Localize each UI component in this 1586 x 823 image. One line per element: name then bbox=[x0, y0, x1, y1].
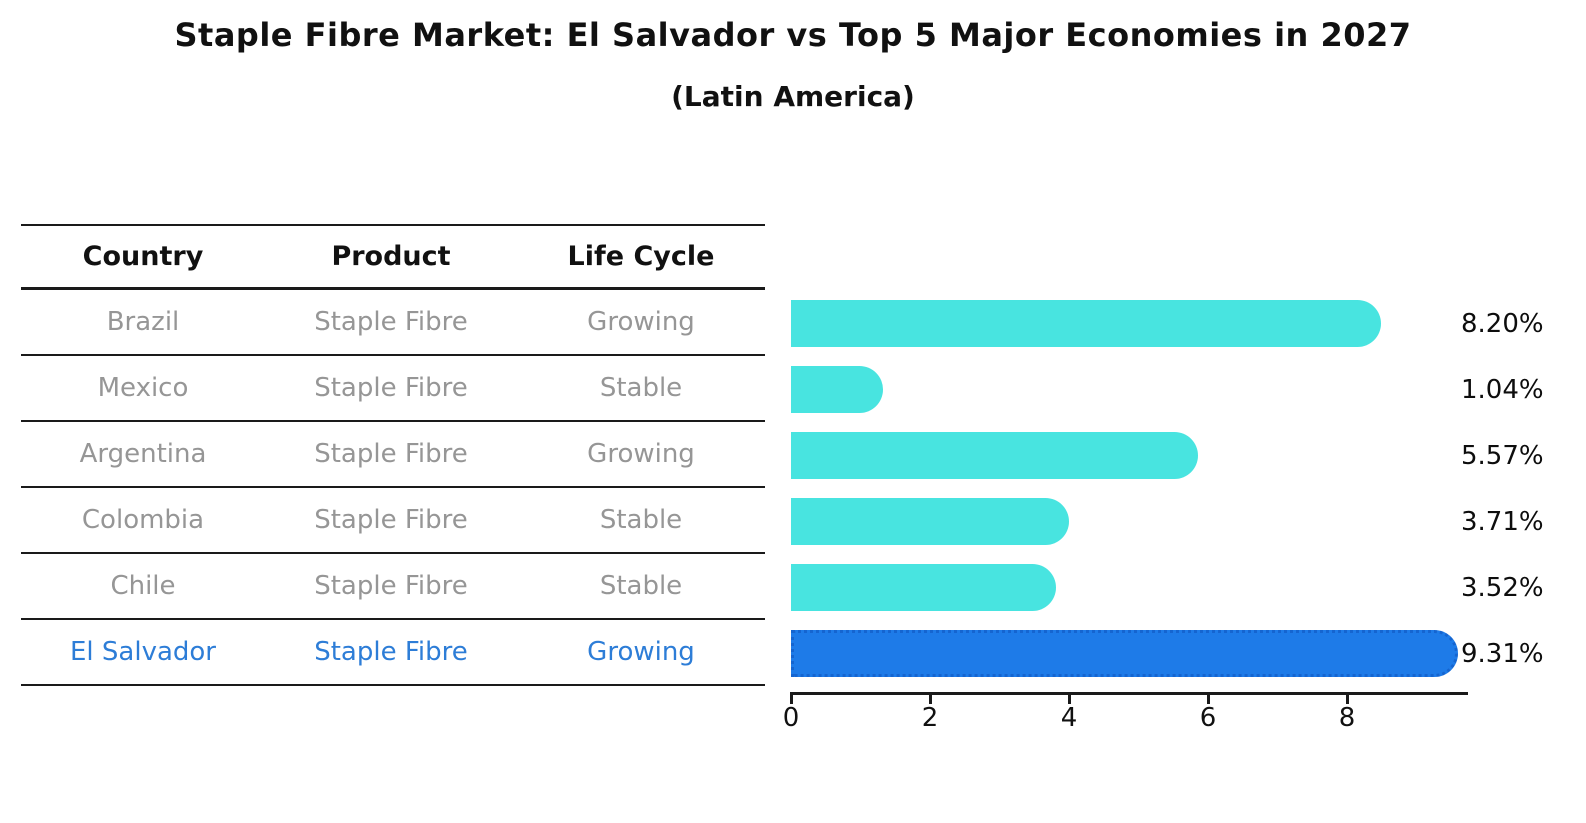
chart-bar-colombia bbox=[791, 498, 1069, 545]
table-cell-product: Staple Fibre bbox=[314, 571, 468, 601]
table-row: Colombia Staple Fibre Stable bbox=[21, 488, 765, 554]
bar-value-label: 9.31% bbox=[1461, 638, 1544, 669]
x-tick bbox=[1207, 695, 1210, 704]
x-tick-label: 8 bbox=[1338, 703, 1356, 733]
bar-value-label: 1.04% bbox=[1461, 374, 1544, 405]
table-cell-lifecycle: Stable bbox=[599, 373, 683, 403]
x-tick bbox=[929, 695, 932, 704]
table-cell-lifecycle: Growing bbox=[587, 307, 695, 337]
chart-title: Staple Fibre Market: El Salvador vs Top … bbox=[174, 16, 1412, 54]
bar-value-label: 8.20% bbox=[1461, 308, 1544, 339]
table-cell-country: Argentina bbox=[79, 439, 207, 469]
table-row: El Salvador Staple Fibre Growing bbox=[21, 620, 765, 686]
table-row: Brazil Staple Fibre Growing bbox=[21, 290, 765, 356]
country-table: Country Product Life Cycle Brazil Staple … bbox=[21, 224, 765, 686]
x-tick-label: 0 bbox=[782, 703, 800, 733]
x-tick-label: 6 bbox=[1199, 703, 1217, 733]
x-tick bbox=[1068, 695, 1071, 704]
table-cell-country: Mexico bbox=[97, 373, 189, 403]
table-cell-product: Staple Fibre bbox=[314, 307, 468, 337]
bar-value-label: 3.52% bbox=[1461, 572, 1544, 603]
table-cell-product: Staple Fibre bbox=[314, 637, 468, 667]
chart-bar-chile bbox=[791, 564, 1056, 611]
table-header-row: Country Product Life Cycle bbox=[21, 226, 765, 290]
table-cell-product: Staple Fibre bbox=[314, 505, 468, 535]
table-cell-product: Staple Fibre bbox=[314, 439, 468, 469]
table-header-product: Product bbox=[331, 241, 451, 272]
chart-bar-argentina bbox=[791, 432, 1198, 479]
table-cell-lifecycle: Growing bbox=[587, 637, 695, 667]
table-cell-lifecycle: Stable bbox=[599, 571, 683, 601]
x-tick-label: 2 bbox=[921, 703, 939, 733]
table-cell-country: El Salvador bbox=[70, 637, 216, 667]
chart-bar-mexico bbox=[791, 366, 883, 413]
table-body: Brazil Staple Fibre Growing Mexico Staple Fi… bbox=[21, 290, 765, 686]
x-tick-label: 4 bbox=[1060, 703, 1078, 733]
table-cell-country: Chile bbox=[110, 571, 176, 601]
table-cell-country: Colombia bbox=[81, 505, 205, 535]
table-cell-country: Brazil bbox=[106, 307, 180, 337]
chart-bar-el-salvador bbox=[791, 630, 1458, 677]
bar-value-label: 5.57% bbox=[1461, 440, 1544, 471]
table-header-lifecycle: Life Cycle bbox=[567, 241, 715, 272]
table-cell-lifecycle: Stable bbox=[599, 505, 683, 535]
table-cell-product: Staple Fibre bbox=[314, 373, 468, 403]
table-cell-lifecycle: Growing bbox=[587, 439, 695, 469]
bar-value-label: 3.71% bbox=[1461, 506, 1544, 537]
table-row: Chile Staple Fibre Stable bbox=[21, 554, 765, 620]
table-row: Argentina Staple Fibre Growing bbox=[21, 422, 765, 488]
x-tick bbox=[790, 695, 793, 704]
table-row: Mexico Staple Fibre Stable bbox=[21, 356, 765, 422]
table-header-country: Country bbox=[82, 241, 204, 272]
chart-bar-brazil bbox=[791, 300, 1381, 347]
x-tick bbox=[1346, 695, 1349, 704]
chart-subtitle: (Latin America) bbox=[671, 80, 915, 113]
x-axis-line bbox=[790, 692, 1468, 695]
